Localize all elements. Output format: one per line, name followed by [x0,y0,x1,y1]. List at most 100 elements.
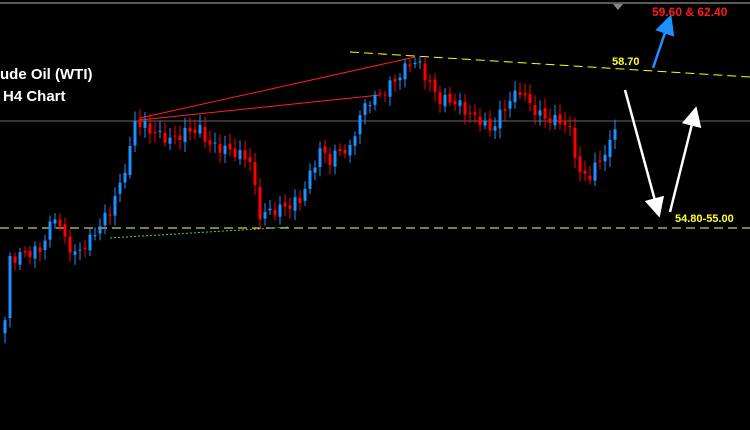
candle-body [3,320,7,334]
candle-body [133,120,137,146]
candle-body [98,226,102,234]
candle-body [73,251,77,255]
candle-body [198,124,202,134]
candle-body [598,160,602,162]
up-arrow-icon [668,106,702,213]
candle-body [488,118,492,131]
candle-body [18,252,22,265]
candle-body [268,208,272,211]
candle-body [213,142,217,144]
candle-body [418,61,422,63]
candle-body [263,212,267,219]
red-trendline-1 [139,56,416,119]
candle-body [63,224,67,237]
candle-body [188,127,192,132]
candle-body [463,101,467,115]
candle-body [398,77,402,81]
candle-body [138,118,142,127]
candle-body [388,80,392,97]
candle-body [423,63,427,81]
candle-body [113,195,117,216]
candle-body [173,135,177,137]
candle-body [293,197,297,211]
candle-body [273,210,277,216]
candle-body [413,62,417,65]
candle-body [528,94,532,104]
candle-body [248,157,252,162]
candle-body [278,204,282,217]
candle-body [483,121,487,126]
candle-body [493,126,497,131]
candle-body [193,129,197,133]
candle-body [58,219,62,227]
candle-body [108,214,112,216]
scroll-marker-icon[interactable] [613,4,623,10]
candle-body [368,105,372,107]
candle-body [218,144,222,153]
candle-body [503,108,507,111]
candle-body [178,135,182,140]
candle-body [343,149,347,154]
candle-body [143,121,147,128]
candle-body [533,105,537,115]
target-label: 59.60 & 62.40 [652,5,728,19]
support-label: 54.80-55.00 [675,213,734,225]
candles [3,55,617,344]
candle-body [298,197,302,204]
candle-body [148,123,152,134]
candle-body [348,144,352,156]
candle-body [253,162,257,186]
candle-body [473,112,477,115]
candle-body [13,256,17,263]
candle-body [33,246,37,259]
candle-body [303,188,307,201]
candle-body [378,92,382,94]
candle-body [403,63,407,80]
candle-body [28,250,32,258]
candle-body [363,103,367,115]
resistance-label: 58.70 [612,56,640,68]
down-arrow-icon [623,89,665,218]
candle-body [613,129,617,140]
candle-body [288,205,292,209]
candle-body [468,112,472,114]
candle-body [128,145,132,175]
candle-body [548,118,552,124]
candle-body [563,121,567,126]
chart-subtitle: H4 Chart [3,88,66,105]
candle-body [338,149,342,152]
candle-body [48,221,52,240]
candle-body [353,136,357,146]
candle-body [558,114,562,124]
candle-body [283,202,287,207]
candle-body [443,94,447,107]
candle-body [323,146,327,153]
candle-body [308,170,312,189]
candle-body [518,92,522,95]
candle-body [593,162,597,181]
candle-body [333,150,337,167]
candle-body [428,80,432,82]
target-arrow-icon [651,14,675,69]
candle-body [318,148,322,167]
candle-body [68,236,72,253]
green-trendline [109,226,291,239]
candle-body [508,100,512,109]
candle-body [383,94,387,96]
candle-body [478,116,482,126]
candle-body [38,247,42,252]
candle-body [43,240,47,250]
candle-body [313,167,317,173]
candle-body [93,235,97,237]
candle-body [408,64,412,67]
candle-body [458,100,462,106]
candle-body [553,114,557,126]
candle-body [153,132,157,134]
candle-body [123,172,127,183]
candle-body [393,78,397,82]
candle-body [573,127,577,158]
candle-body [223,145,227,155]
candle-body [603,154,607,162]
candle-body [543,108,547,119]
